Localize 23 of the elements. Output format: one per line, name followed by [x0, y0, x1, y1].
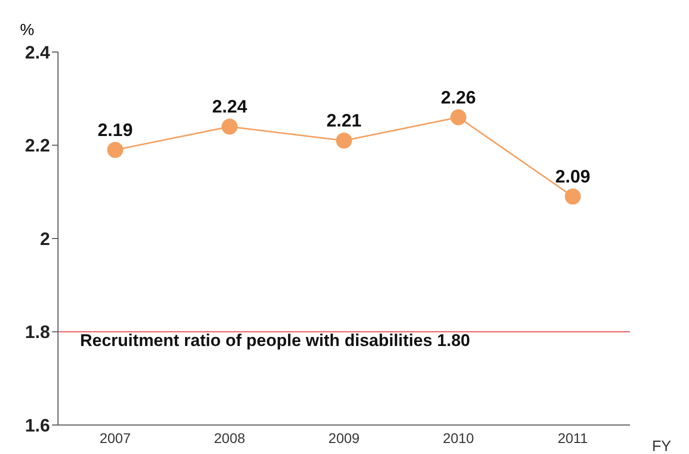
- y-tick-label: 2: [40, 228, 50, 249]
- point: [336, 132, 352, 149]
- y-tick-label: 2.4: [24, 42, 50, 62]
- x-tick-label: 2010: [442, 430, 474, 446]
- y-tick-label: 1.8: [24, 322, 50, 342]
- point: [222, 118, 238, 135]
- y-tick-label: 2.2: [24, 136, 50, 156]
- x-tick-label: 2007: [100, 430, 131, 446]
- ref-line-label: Recruitment ratio of people with disabilities 1.80: [80, 330, 470, 350]
- data-label: 2.19: [98, 120, 133, 140]
- y-axis-title: %: [20, 22, 34, 40]
- point: [450, 109, 466, 126]
- point: [107, 142, 124, 158]
- y-tick-label: 1.6: [24, 415, 50, 436]
- data-label: 2.24: [212, 96, 248, 117]
- x-tick-label: 2011: [558, 430, 588, 446]
- point: [564, 188, 581, 205]
- x-tick-label: 2009: [328, 430, 360, 446]
- data-label: 2.09: [555, 166, 590, 187]
- x-tick-label: 2008: [214, 430, 246, 446]
- data-label: 2.21: [326, 110, 362, 131]
- data-label: 2.26: [440, 87, 476, 108]
- x-axis-title: FY: [652, 438, 672, 454]
